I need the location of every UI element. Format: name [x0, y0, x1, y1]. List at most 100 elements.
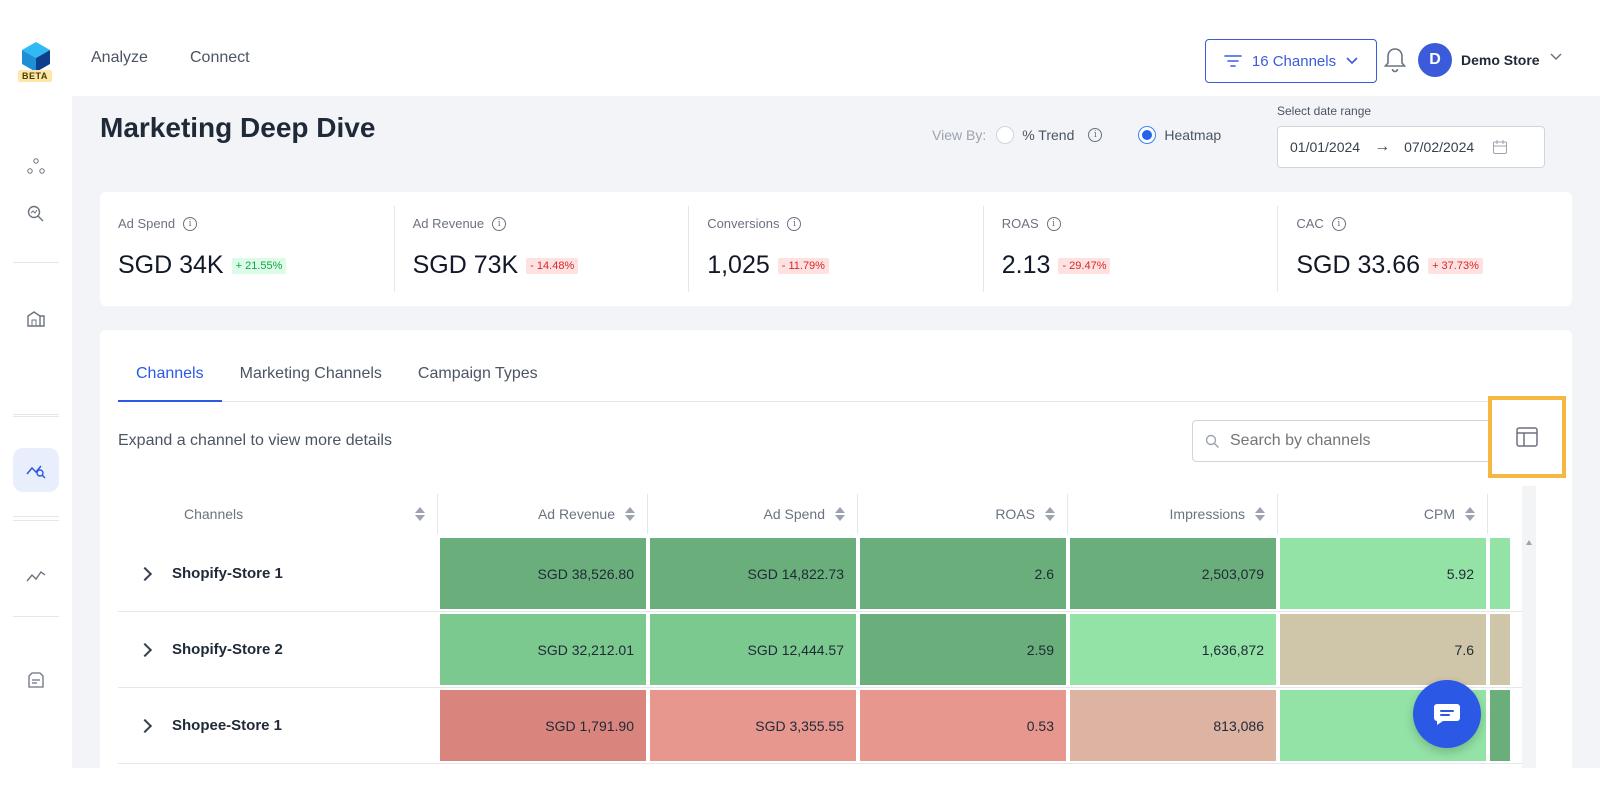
sidebar-store-icon[interactable]	[22, 304, 50, 332]
notification-bell-icon[interactable]	[1382, 46, 1408, 74]
sort-icon[interactable]	[1465, 507, 1475, 521]
tab-campaign-types[interactable]: Campaign Types	[417, 365, 538, 382]
channel-name: Shopify-Store 1	[172, 565, 283, 582]
heatmap-cell: 813,086	[1070, 690, 1276, 761]
column-header-ad-spend[interactable]: Ad Spend	[648, 494, 858, 534]
app-logo-icon[interactable]	[20, 40, 52, 84]
date-range-label: Select date range	[1277, 104, 1372, 118]
column-header-roas[interactable]: ROAS	[858, 494, 1068, 534]
date-range-picker[interactable]: 01/01/2024 → 07/02/2024	[1277, 126, 1545, 168]
date-to[interactable]: 07/02/2024	[1404, 139, 1475, 155]
sidebar	[0, 96, 72, 800]
heatmap-cell: 2.59	[860, 614, 1066, 685]
kpi-value: SGD 73K	[412, 251, 519, 279]
nav-analyze[interactable]: Analyze	[91, 49, 148, 66]
sidebar-marketing-icon[interactable]	[22, 456, 50, 484]
bottom-strip	[0, 768, 1600, 800]
search-box[interactable]	[1192, 420, 1492, 462]
expand-chevron-icon[interactable]	[137, 642, 153, 657]
search-icon	[1205, 434, 1219, 448]
calendar-icon[interactable]	[1492, 139, 1508, 155]
heatmap-cell: SGD 14,822.73	[650, 538, 856, 609]
column-header-label: Impressions	[1169, 506, 1245, 522]
expand-hint: Expand a channel to view more details	[118, 432, 392, 449]
top-bar: BETA Analyze Connect 16 Channels D Demo …	[0, 0, 1600, 96]
heatmap-cell: SGD 3,355.55	[650, 690, 856, 761]
info-icon[interactable]: i	[492, 216, 507, 231]
channel-name-cell[interactable]: Shopify-Store 1	[118, 536, 438, 611]
table-row[interactable]: Shopify-Store 1 SGD 38,526.80 SGD 14,822.7…	[118, 536, 1528, 612]
column-header-cpm[interactable]: CPM	[1278, 494, 1488, 534]
heatmap-cell: 0.53	[860, 690, 1066, 761]
heatmap-option-label[interactable]: Heatmap	[1164, 127, 1222, 143]
column-header-ad-revenue[interactable]: Ad Revenue	[438, 494, 648, 534]
store-name[interactable]: Demo Store	[1461, 52, 1540, 68]
info-icon[interactable]: i	[1046, 216, 1061, 231]
table-row[interactable]: Shopify-Store 2 SGD 32,212.01 SGD 12,444.5…	[118, 612, 1528, 688]
sidebar-report-icon[interactable]	[22, 666, 50, 694]
trend-info-icon[interactable]: i	[1088, 128, 1103, 142]
expand-chevron-icon[interactable]	[137, 718, 153, 733]
kpi-value: 1,025	[707, 251, 770, 279]
heatmap-cell-partial	[1490, 690, 1510, 761]
kpi-label: Ad Revenue	[412, 216, 485, 231]
kpi-card-ad-revenue: Ad Revenue i SGD 73K - 14.48%	[395, 206, 690, 292]
trend-radio[interactable]	[996, 126, 1015, 144]
tab-channels[interactable]: Channels	[118, 360, 222, 402]
kpi-change-badge: + 21.55%	[231, 257, 287, 274]
chat-support-button[interactable]	[1413, 680, 1481, 748]
tab-marketing-channels[interactable]: Marketing Channels	[239, 365, 382, 382]
heatmap-cell: 5.92	[1280, 538, 1486, 609]
info-icon[interactable]: i	[183, 216, 198, 231]
sidebar-search-analytics-icon[interactable]	[22, 200, 50, 228]
date-from[interactable]: 01/01/2024	[1290, 139, 1361, 155]
kpi-value: SGD 33.66	[1296, 251, 1421, 279]
column-header-channels[interactable]: Channels	[118, 494, 438, 534]
kpi-change-badge: + 37.73%	[1428, 257, 1483, 274]
column-layout-button[interactable]	[1488, 396, 1566, 478]
sort-icon[interactable]	[835, 507, 845, 521]
channel-name-cell[interactable]: Shopee-Store 1	[118, 688, 438, 763]
heatmap-cell: SGD 38,526.80	[440, 538, 646, 609]
sort-icon[interactable]	[1255, 507, 1265, 521]
channels-filter-button[interactable]: 16 Channels	[1205, 39, 1377, 83]
channel-name-cell[interactable]: Shopify-Store 2	[118, 612, 438, 687]
kpi-card-conversions: Conversions i 1,025 - 11.79%	[689, 206, 984, 292]
view-by-label: View By:	[932, 127, 987, 143]
kpi-label: Conversions	[707, 216, 780, 231]
column-header-impressions[interactable]: Impressions	[1068, 494, 1278, 534]
table-layout-icon	[1516, 427, 1538, 447]
channel-name: Shopee-Store 1	[172, 717, 283, 734]
kpi-label: ROAS	[1001, 216, 1039, 231]
kpi-label: Ad Spend	[118, 216, 176, 231]
avatar[interactable]: D	[1418, 43, 1452, 77]
heatmap-radio[interactable]	[1138, 126, 1157, 144]
kpi-value: 2.13	[1001, 251, 1051, 279]
expand-chevron-icon[interactable]	[137, 566, 153, 581]
sidebar-nodes-icon[interactable]	[22, 152, 50, 180]
kpi-value: SGD 34K	[118, 251, 224, 279]
sort-icon[interactable]	[1045, 507, 1055, 521]
sidebar-divider-4	[13, 520, 59, 521]
filter-icon	[1224, 55, 1242, 67]
search-input[interactable]	[1230, 432, 1450, 450]
sidebar-trends-icon[interactable]	[22, 562, 50, 590]
vertical-scrollbar[interactable]	[1522, 486, 1536, 768]
scroll-up-arrow-icon[interactable]	[1526, 540, 1532, 545]
sidebar-active-highlight	[13, 448, 59, 492]
sort-icon[interactable]	[625, 507, 635, 521]
table-body: Shopify-Store 1 SGD 38,526.80 SGD 14,822.7…	[118, 536, 1528, 764]
sidebar-divider-2	[13, 414, 59, 415]
table-row[interactable]: Shopee-Store 1 SGD 1,791.90 SGD 3,355.55 0.…	[118, 688, 1528, 764]
column-header-label: Ad Revenue	[537, 506, 615, 522]
info-icon[interactable]: i	[1331, 216, 1346, 231]
sort-icon[interactable]	[415, 507, 425, 521]
store-chevron-down-icon[interactable]	[1550, 53, 1562, 61]
nav-connect[interactable]: Connect	[190, 49, 250, 66]
kpi-card-roas: ROAS i 2.13 - 29.47%	[984, 206, 1279, 292]
channels-button-label: 16 Channels	[1251, 52, 1337, 70]
kpi-change-badge: - 11.79%	[777, 257, 829, 274]
trend-option-label[interactable]: % Trend	[1022, 127, 1075, 143]
info-icon[interactable]: i	[787, 216, 802, 231]
kpi-card-ad-spend: Ad Spend i SGD 34K + 21.55%	[100, 206, 395, 292]
